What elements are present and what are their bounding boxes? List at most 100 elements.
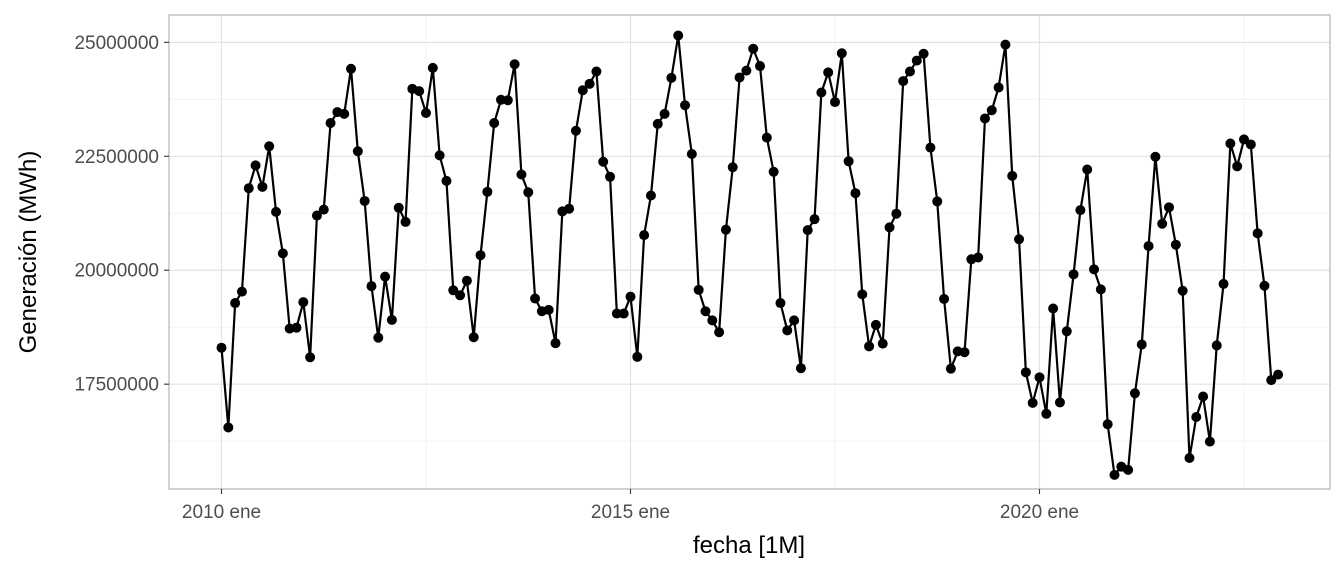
data-point bbox=[816, 87, 827, 98]
data-point bbox=[666, 72, 677, 83]
data-point bbox=[993, 82, 1004, 93]
data-point bbox=[918, 48, 929, 59]
data-point bbox=[986, 105, 997, 116]
data-point bbox=[523, 187, 534, 198]
data-point bbox=[904, 66, 915, 77]
panel-border bbox=[168, 14, 1331, 490]
data-point bbox=[891, 208, 902, 219]
data-point bbox=[271, 206, 282, 217]
data-point bbox=[311, 210, 322, 221]
data-point bbox=[236, 286, 247, 297]
data-point bbox=[1109, 469, 1120, 480]
data-point bbox=[434, 150, 445, 161]
data-point bbox=[864, 341, 875, 352]
data-point bbox=[720, 224, 731, 235]
data-point bbox=[857, 289, 868, 300]
data-point bbox=[1082, 164, 1093, 175]
data-point bbox=[1150, 151, 1161, 162]
data-point bbox=[1245, 139, 1256, 150]
data-point bbox=[1000, 39, 1011, 50]
data-point bbox=[632, 351, 643, 362]
data-point bbox=[380, 271, 391, 282]
data-point bbox=[1041, 408, 1052, 419]
data-point bbox=[366, 281, 377, 292]
data-point bbox=[741, 65, 752, 76]
data-point bbox=[1007, 170, 1018, 181]
data-point bbox=[823, 67, 834, 78]
data-point bbox=[421, 107, 431, 118]
data-point bbox=[1177, 285, 1188, 296]
y-axis-title: Generación (MWh) bbox=[15, 151, 42, 354]
data-point bbox=[414, 86, 425, 97]
data-point bbox=[714, 327, 725, 338]
data-point bbox=[577, 85, 588, 96]
x-axis-title: fecha [1M] bbox=[693, 532, 805, 559]
data-point bbox=[1102, 419, 1113, 430]
data-point bbox=[700, 306, 711, 317]
data-point bbox=[884, 222, 895, 233]
data-point bbox=[707, 315, 718, 326]
data-point bbox=[441, 175, 452, 186]
data-point bbox=[789, 315, 800, 326]
data-point bbox=[755, 61, 766, 72]
data-point bbox=[775, 298, 786, 309]
data-point bbox=[1048, 303, 1059, 314]
data-point bbox=[1273, 369, 1284, 380]
data-point bbox=[686, 149, 697, 160]
data-point bbox=[584, 78, 595, 89]
series-line bbox=[220, 34, 1279, 476]
data-point bbox=[277, 248, 288, 259]
data-point bbox=[652, 118, 663, 129]
data-point bbox=[1191, 411, 1202, 422]
data-point bbox=[795, 363, 806, 374]
data-point bbox=[809, 214, 820, 225]
data-point bbox=[305, 352, 316, 363]
data-point bbox=[346, 63, 357, 74]
data-point bbox=[1184, 453, 1195, 464]
data-point bbox=[250, 160, 261, 171]
data-point bbox=[386, 314, 397, 325]
data-point bbox=[979, 113, 990, 124]
data-point bbox=[591, 66, 602, 77]
data-point bbox=[1061, 326, 1072, 337]
data-point bbox=[973, 252, 984, 263]
data-point bbox=[625, 291, 636, 302]
data-point bbox=[461, 275, 472, 286]
data-point bbox=[223, 422, 234, 433]
data-point bbox=[530, 293, 541, 304]
y-tick-label: 25000000 bbox=[74, 33, 159, 54]
data-point bbox=[543, 304, 554, 315]
data-point bbox=[570, 125, 581, 136]
data-point bbox=[550, 338, 561, 349]
data-point bbox=[352, 146, 363, 157]
data-point bbox=[427, 62, 438, 73]
data-point bbox=[243, 183, 254, 194]
data-point bbox=[257, 181, 268, 192]
data-point bbox=[1014, 234, 1025, 245]
data-point bbox=[1020, 367, 1031, 378]
data-point bbox=[516, 169, 527, 180]
series-layer bbox=[216, 30, 1284, 480]
data-point bbox=[911, 55, 922, 66]
data-point bbox=[959, 347, 970, 358]
data-point bbox=[748, 43, 759, 54]
data-point bbox=[455, 290, 466, 301]
data-point bbox=[1170, 239, 1181, 250]
data-point bbox=[693, 284, 704, 295]
data-point bbox=[768, 166, 779, 177]
data-point bbox=[1204, 436, 1215, 447]
data-point bbox=[564, 203, 575, 214]
data-point bbox=[850, 188, 861, 199]
grid bbox=[169, 15, 1330, 489]
data-point bbox=[802, 225, 813, 236]
data-point bbox=[339, 108, 350, 119]
data-point bbox=[502, 95, 513, 106]
data-point bbox=[945, 363, 956, 374]
data-point bbox=[216, 342, 227, 353]
data-point bbox=[373, 332, 384, 343]
data-point bbox=[680, 100, 691, 111]
data-point bbox=[639, 230, 650, 241]
x-tick-label: 2020 ene bbox=[1000, 502, 1079, 523]
data-point bbox=[1218, 278, 1229, 289]
